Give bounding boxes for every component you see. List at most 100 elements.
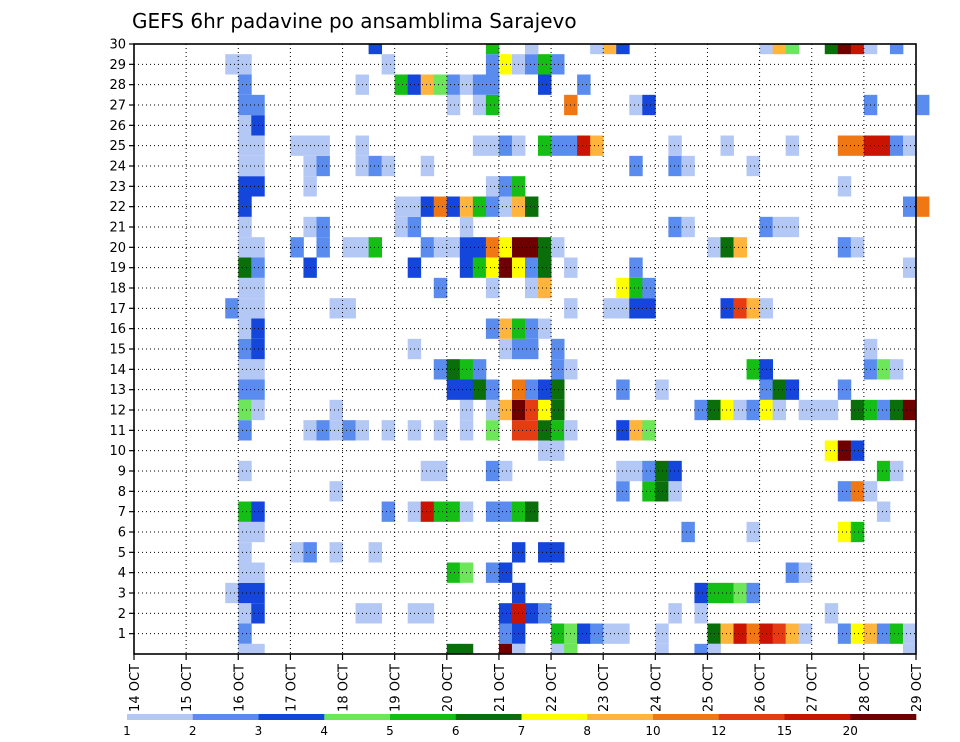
x-tick-label: 22 OCT: [545, 664, 560, 712]
y-tick-label: 9: [118, 465, 126, 480]
heatmap-cell: [238, 623, 252, 644]
heatmap-cell: [850, 481, 865, 502]
heatmap-cell: [590, 135, 604, 156]
y-tick-label: 8: [118, 485, 126, 500]
heatmap-cell: [472, 257, 487, 278]
heatmap-cell: [902, 623, 917, 644]
heatmap-cell: [433, 196, 448, 217]
heatmap-cell: [551, 338, 565, 360]
heatmap-cell: [498, 135, 513, 156]
heatmap-cell: [485, 379, 500, 400]
heatmap-cell: [837, 440, 852, 461]
x-axis: 14 OCT 15 OCT 16 OCT 17 OCT 18 OCT 19 OCT 20 O…: [128, 654, 925, 712]
colorbar-swatch: [455, 714, 522, 720]
heatmap-cell: [420, 237, 435, 258]
heatmap-cell: [394, 74, 409, 95]
heatmap-cell: [889, 460, 904, 482]
heatmap-cell: [538, 603, 552, 624]
heatmap-cell: [668, 216, 682, 238]
heatmap-cell: [629, 94, 643, 116]
heatmap-cell: [733, 623, 747, 644]
heatmap-cell: [472, 196, 487, 217]
heatmap-cell: [876, 135, 891, 156]
heatmap-cell: [368, 542, 383, 563]
heatmap-cell: [772, 399, 787, 421]
heatmap-cell: [381, 155, 396, 177]
heatmap-cell: [316, 135, 330, 156]
heatmap-cell: [837, 521, 852, 543]
heatmap-cell: [433, 420, 448, 441]
heatmap-cell: [720, 135, 734, 156]
chart-title: GEFS 6hr padavine po ansamblima Sarajevo: [132, 9, 577, 33]
heatmap-cell: [225, 298, 239, 319]
heatmap-cell: [420, 460, 435, 482]
heatmap-cell: [603, 44, 617, 55]
heatmap-cell: [902, 135, 917, 156]
heatmap-cell: [238, 582, 252, 604]
x-tick-label: 21 OCT: [493, 664, 508, 712]
heatmap-cell: [525, 237, 539, 258]
heatmap-cell: [889, 623, 904, 644]
x-tick-label: 15 OCT: [180, 664, 195, 712]
x-tick-label: 14 OCT: [128, 664, 143, 712]
heatmap-cell: [850, 440, 865, 461]
colorbar-label: 20: [843, 724, 858, 738]
heatmap-cell: [342, 420, 356, 441]
y-tick-label: 20: [109, 241, 126, 256]
heatmap-cell: [746, 582, 760, 604]
heatmap-cell: [746, 521, 760, 543]
heatmap-cell: [485, 460, 500, 482]
heatmap-cell: [525, 44, 539, 55]
heatmap-cell: [498, 501, 513, 522]
heatmap-cell: [824, 603, 839, 624]
heatmap-cell: [837, 623, 852, 644]
y-axis: 1234567891011121314151617181920212223242…: [109, 38, 134, 642]
heatmap-cell: [850, 44, 865, 55]
heatmap-cell: [238, 54, 252, 75]
heatmap-cell: [433, 460, 448, 482]
heatmap-cell: [850, 521, 865, 543]
heatmap-cell: [420, 501, 435, 522]
heatmap-cell: [772, 216, 787, 238]
heatmap-cell: [538, 74, 552, 95]
heatmap-cell: [238, 257, 252, 278]
colorbar-label: 8: [583, 724, 591, 738]
colorbar-label: 4: [320, 724, 328, 738]
y-tick-label: 21: [109, 221, 126, 236]
x-tick-label: 26 OCT: [754, 664, 769, 712]
heatmap-cell: [837, 44, 852, 55]
x-tick-label: 16 OCT: [232, 664, 247, 712]
heatmap-cell: [238, 155, 252, 177]
heatmap-cell: [629, 460, 643, 482]
heatmap-cell: [498, 196, 513, 217]
heatmap-cell: [446, 643, 461, 654]
heatmap-cell: [746, 298, 760, 319]
heatmap-cell: [485, 399, 500, 421]
colorbar-swatch: [784, 714, 851, 720]
heatmap-cell: [837, 237, 852, 258]
y-tick-label: 7: [118, 505, 126, 520]
heatmap-cell: [876, 623, 891, 644]
heatmap-cell: [889, 359, 904, 380]
heatmap-cell: [316, 216, 330, 238]
heatmap-cell: [485, 74, 500, 95]
heatmap-cell: [498, 623, 513, 644]
heatmap-cell: [238, 603, 252, 624]
heatmap-cell: [720, 399, 734, 421]
y-tick-label: 5: [118, 546, 126, 561]
heatmap-cell: [485, 277, 500, 299]
x-tick-label: 17 OCT: [284, 664, 299, 712]
heatmap-cell: [916, 196, 930, 217]
heatmap-cell: [668, 155, 682, 177]
heatmap-cell: [538, 420, 552, 441]
heatmap-cell: [590, 44, 604, 55]
heatmap-cell: [316, 237, 330, 258]
y-tick-label: 25: [109, 139, 126, 154]
heatmap-cell: [485, 420, 500, 441]
heatmap-cell: [225, 54, 239, 75]
colorbar-swatch: [850, 714, 917, 720]
colorbar-label: 12: [711, 724, 726, 738]
heatmap-cell: [394, 196, 409, 217]
heatmap-cell: [485, 44, 500, 55]
heatmap-cell: [681, 216, 695, 238]
